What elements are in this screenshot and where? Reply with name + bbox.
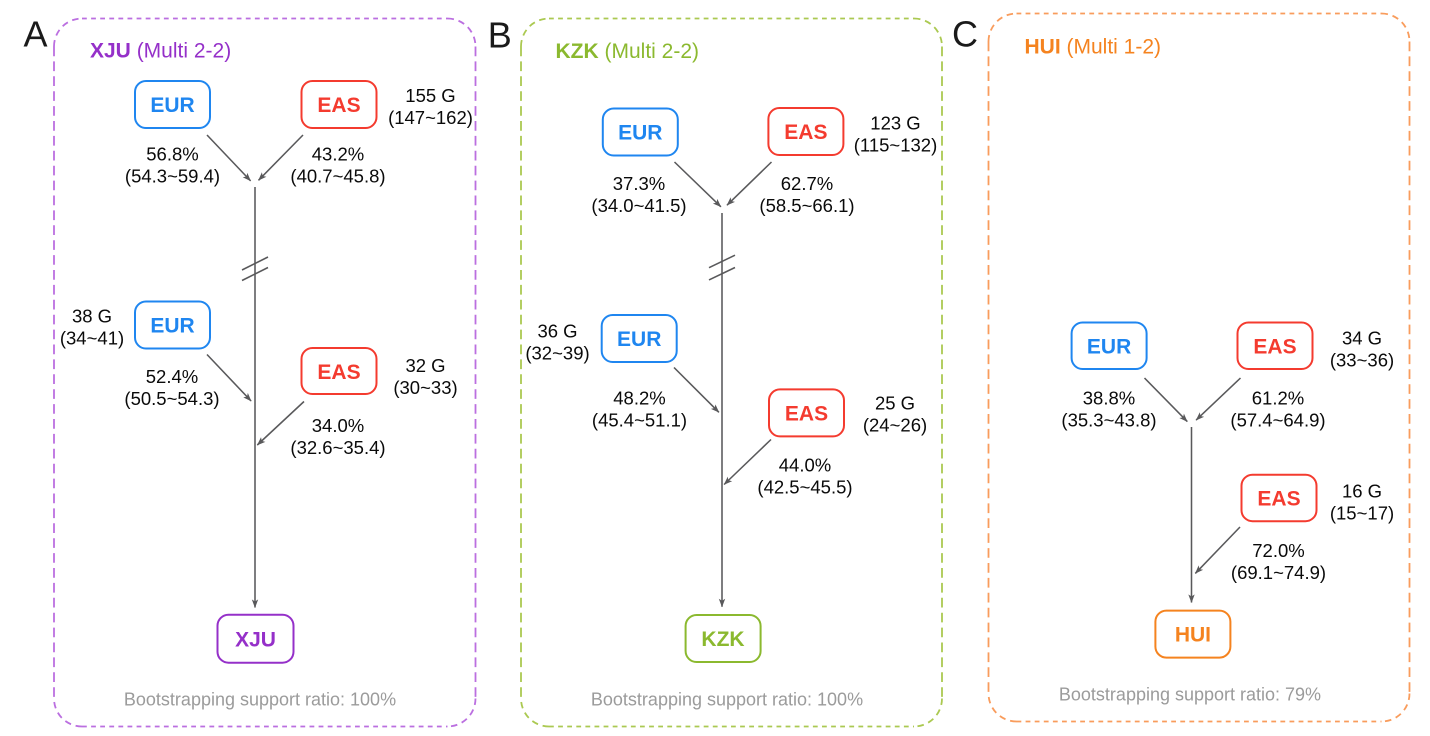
- svg-text:(45.4~51.1): (45.4~51.1): [592, 410, 687, 431]
- svg-text:KZK: KZK: [701, 628, 744, 651]
- svg-text:38.8%: 38.8%: [1083, 388, 1135, 409]
- svg-text:(24~26): (24~26): [863, 415, 927, 436]
- svg-text:(33~36): (33~36): [1330, 350, 1394, 371]
- svg-text:EAS: EAS: [1257, 488, 1300, 511]
- svg-text:(69.1~74.9): (69.1~74.9): [1231, 562, 1326, 583]
- svg-text:EAS: EAS: [785, 402, 828, 425]
- svg-text:HUI: HUI: [1175, 624, 1211, 647]
- svg-text:44.0%: 44.0%: [779, 455, 831, 476]
- svg-text:48.2%: 48.2%: [613, 388, 665, 409]
- svg-text:KZK (Multi 2-2): KZK (Multi 2-2): [556, 40, 700, 63]
- svg-text:16 G: 16 G: [1342, 481, 1382, 502]
- svg-text:HUI (Multi 1-2): HUI (Multi 1-2): [1025, 36, 1162, 59]
- svg-text:(115~132): (115~132): [854, 135, 938, 156]
- svg-text:EAS: EAS: [1253, 336, 1296, 359]
- svg-text:34 G: 34 G: [1342, 328, 1382, 349]
- svg-text:72.0%: 72.0%: [1252, 540, 1304, 561]
- svg-text:(147~162): (147~162): [388, 107, 473, 128]
- svg-text:155 G: 155 G: [405, 85, 455, 106]
- svg-text:(34~41): (34~41): [60, 328, 124, 349]
- svg-text:B: B: [488, 14, 512, 55]
- svg-text:(54.3~59.4): (54.3~59.4): [125, 166, 220, 187]
- svg-text:32 G: 32 G: [405, 355, 445, 376]
- svg-text:43.2%: 43.2%: [312, 144, 364, 165]
- svg-text:34.0%: 34.0%: [312, 415, 364, 436]
- svg-text:(40.7~45.8): (40.7~45.8): [290, 166, 385, 187]
- svg-text:XJU: XJU: [235, 629, 276, 652]
- svg-text:(32~39): (32~39): [525, 343, 589, 364]
- svg-text:(57.4~64.9): (57.4~64.9): [1230, 410, 1325, 431]
- svg-text:(35.3~43.8): (35.3~43.8): [1061, 410, 1156, 431]
- svg-text:EUR: EUR: [150, 94, 194, 117]
- svg-text:(42.5~45.5): (42.5~45.5): [757, 477, 852, 498]
- svg-text:EUR: EUR: [617, 328, 661, 351]
- svg-text:(50.5~54.3): (50.5~54.3): [124, 388, 219, 409]
- svg-text:Bootstrapping support ratio: 7: Bootstrapping support ratio: 79%: [1059, 685, 1321, 705]
- svg-text:Bootstrapping support ratio: 1: Bootstrapping support ratio: 100%: [591, 690, 863, 710]
- svg-text:(15~17): (15~17): [1330, 503, 1394, 524]
- svg-text:(32.6~35.4): (32.6~35.4): [290, 437, 385, 458]
- svg-text:61.2%: 61.2%: [1252, 388, 1304, 409]
- svg-text:38 G: 38 G: [72, 306, 112, 327]
- svg-text:EAS: EAS: [784, 121, 827, 144]
- svg-text:(58.5~66.1): (58.5~66.1): [759, 195, 854, 216]
- svg-text:36 G: 36 G: [537, 321, 577, 342]
- svg-text:52.4%: 52.4%: [146, 366, 198, 387]
- svg-text:123 G: 123 G: [870, 113, 920, 134]
- svg-text:EAS: EAS: [317, 361, 360, 384]
- svg-text:EUR: EUR: [150, 315, 194, 338]
- svg-text:XJU (Multi 2-2): XJU (Multi 2-2): [90, 40, 231, 63]
- svg-text:(34.0~41.5): (34.0~41.5): [591, 195, 686, 216]
- svg-text:A: A: [24, 14, 48, 55]
- svg-text:(30~33): (30~33): [393, 377, 457, 398]
- svg-text:EUR: EUR: [1087, 336, 1131, 359]
- svg-text:C: C: [952, 13, 978, 54]
- svg-text:25 G: 25 G: [875, 393, 915, 414]
- svg-text:37.3%: 37.3%: [613, 173, 665, 194]
- svg-text:EAS: EAS: [317, 94, 360, 117]
- svg-text:62.7%: 62.7%: [781, 173, 833, 194]
- svg-text:EUR: EUR: [618, 122, 662, 145]
- svg-text:56.8%: 56.8%: [146, 144, 198, 165]
- svg-text:Bootstrapping support ratio: 1: Bootstrapping support ratio: 100%: [124, 690, 396, 710]
